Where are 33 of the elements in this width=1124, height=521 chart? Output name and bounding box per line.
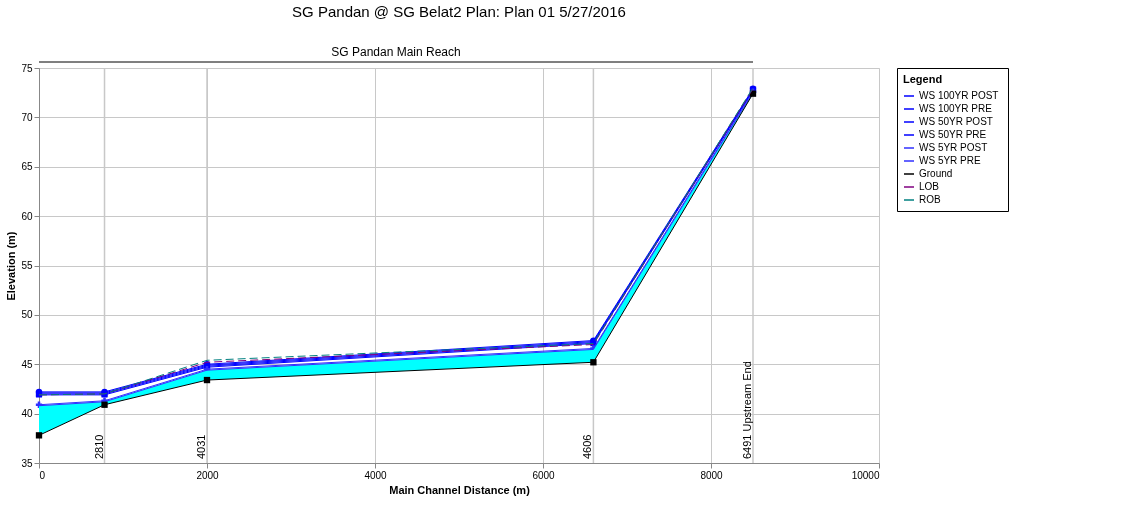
annotation: 2810 xyxy=(92,434,105,459)
y-tick-label: 40 xyxy=(21,408,33,420)
legend-label: WS 100YR POST xyxy=(919,90,999,101)
legend-title: Legend xyxy=(903,73,943,85)
y-tick-label: 50 xyxy=(21,309,33,321)
y-tick-label: 75 xyxy=(21,62,33,74)
legend-label: WS 50YR POST xyxy=(919,116,993,127)
y-tick-label: 35 xyxy=(21,457,33,469)
y-axis-title: Elevation (m) xyxy=(5,231,18,301)
y-tick-label: 70 xyxy=(21,111,33,123)
legend-label: WS 5YR PRE xyxy=(919,155,982,166)
x-tick-label: 4000 xyxy=(364,469,388,481)
legend-label: WS 5YR POST xyxy=(919,142,988,153)
legend-label: LOB xyxy=(919,181,940,192)
annotation: 4031 xyxy=(195,434,207,459)
legend-label: Ground xyxy=(919,168,953,179)
x-axis-title: Main Channel Distance (m) xyxy=(389,483,531,496)
x-tick-label: 6000 xyxy=(532,469,556,481)
legend-label: WS 100YR PRE xyxy=(919,103,993,114)
y-tick-label: 60 xyxy=(21,210,33,222)
y-tick-label: 45 xyxy=(21,358,33,370)
x-tick-label: 2000 xyxy=(196,469,220,481)
text: SG Pandan Main Reach xyxy=(331,45,461,59)
legend-label: WS 50YR PRE xyxy=(919,129,987,140)
y-tick-label: 55 xyxy=(21,260,33,271)
x-tick-label: 8000 xyxy=(700,469,724,481)
chart-title: SG Pandan @ SG Belat2 Plan: Plan 01 5/27/2016 xyxy=(292,3,626,20)
legend-label: ROB xyxy=(919,194,941,205)
x-tick-label: 0 xyxy=(39,469,46,481)
annotation: 6491 Upstream End xyxy=(741,361,753,459)
x-tick-label: 10000 xyxy=(851,469,880,481)
annotation: 4606 xyxy=(581,434,594,459)
y-tick-label: 65 xyxy=(21,161,33,173)
